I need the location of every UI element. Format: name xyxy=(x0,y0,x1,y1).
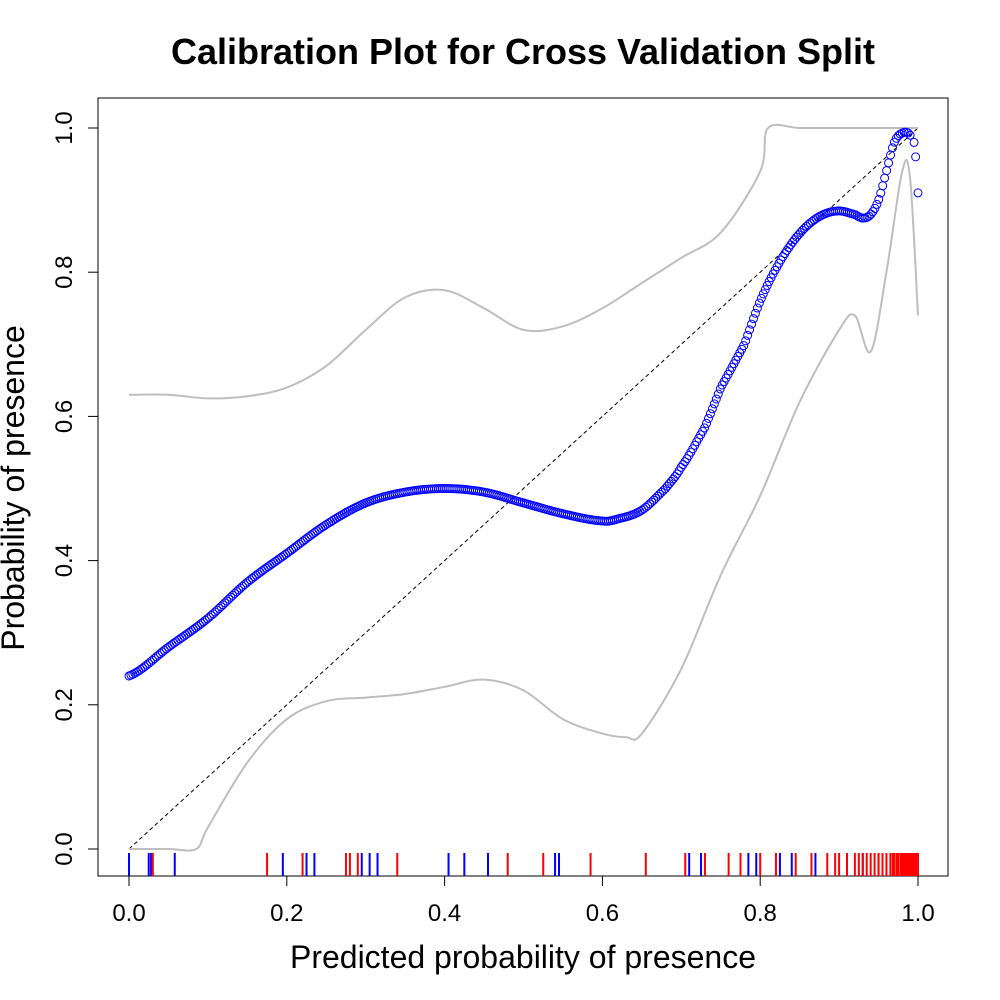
calibration-point xyxy=(703,413,713,423)
calibration-point xyxy=(760,285,770,295)
calibration-point xyxy=(741,336,751,346)
calibration-point xyxy=(884,158,894,168)
chart-title: Calibration Plot for Cross Validation Sp… xyxy=(171,31,875,72)
x-tick-label: 0.4 xyxy=(428,900,461,927)
y-tick-label: 0.8 xyxy=(51,256,78,289)
calibration-point xyxy=(905,130,915,140)
calibration-point xyxy=(903,128,913,138)
calibration-point xyxy=(882,166,892,176)
y-tick-label: 0.0 xyxy=(51,832,78,865)
calibration-point xyxy=(747,319,757,329)
calibration-point xyxy=(874,194,884,204)
calibration-point xyxy=(713,389,723,399)
calibration-point xyxy=(711,394,721,404)
calibration-point xyxy=(913,188,923,198)
calibration-point xyxy=(911,152,921,162)
calibration-point xyxy=(754,298,764,308)
y-tick-label: 0.6 xyxy=(51,400,78,433)
calibration-point xyxy=(872,199,882,209)
calibration-point xyxy=(878,181,888,191)
x-tick-label: 0.8 xyxy=(744,900,777,927)
x-tick-label: 0.2 xyxy=(270,900,303,927)
calibration-point xyxy=(752,303,762,313)
y-tick-label: 0.2 xyxy=(51,688,78,721)
calibration-point xyxy=(707,404,717,414)
calibration-point xyxy=(678,460,688,470)
calibration-point xyxy=(750,308,760,318)
calibration-point xyxy=(700,423,710,433)
reference-line xyxy=(128,127,919,850)
calibration-point xyxy=(745,325,755,335)
calibration-point xyxy=(880,173,890,183)
x-tick-label: 1.0 xyxy=(901,900,934,927)
calibration-point xyxy=(739,341,749,351)
y-tick-label: 0.4 xyxy=(51,544,78,577)
x-tick-label: 0.0 xyxy=(112,900,145,927)
calibration-point xyxy=(680,457,690,467)
calibration-point xyxy=(887,143,897,153)
y-tick-label: 1.0 xyxy=(51,111,78,144)
y-axis-label: Probability of presence xyxy=(0,325,31,651)
calibration-point xyxy=(886,150,896,160)
calibration-point xyxy=(672,469,682,479)
x-axis-label: Predicted probability of presence xyxy=(290,939,756,975)
calibration-point xyxy=(756,293,766,303)
calibration-point xyxy=(709,399,719,409)
calibration-point xyxy=(817,210,827,220)
calibration-point xyxy=(743,330,753,340)
x-tick-label: 0.6 xyxy=(586,900,619,927)
calibration-point xyxy=(748,314,758,324)
calibration-point xyxy=(909,137,919,147)
upper-confidence-band xyxy=(128,123,918,400)
calibration-point xyxy=(758,289,768,299)
calibration-point xyxy=(705,409,715,419)
calibration-point xyxy=(702,418,712,428)
lower-confidence-band xyxy=(128,158,919,852)
